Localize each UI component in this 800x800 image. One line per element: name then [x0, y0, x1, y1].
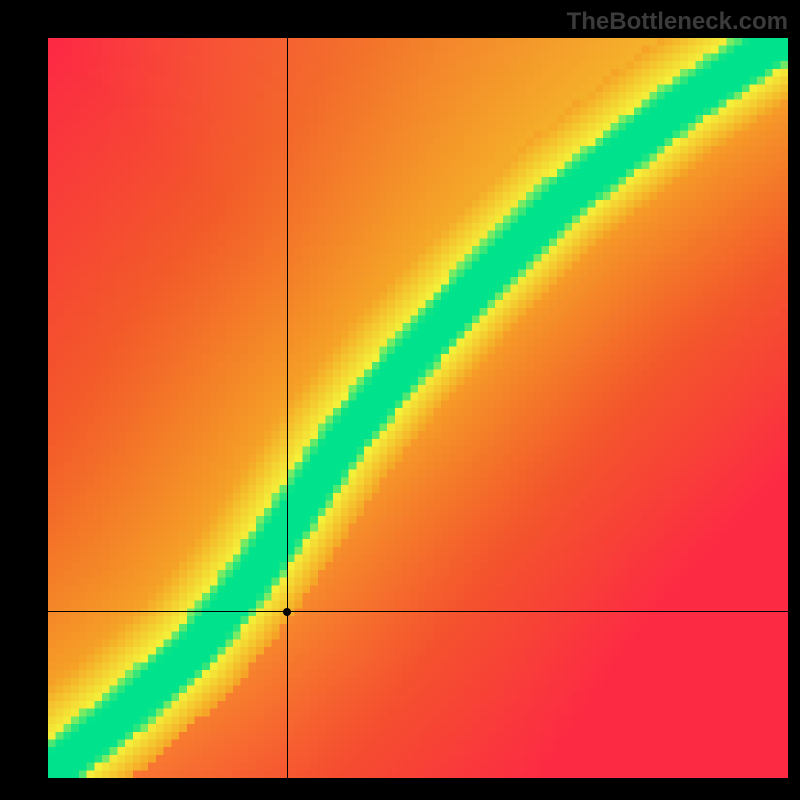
- crosshair-vertical: [287, 38, 288, 778]
- crosshair-marker: [283, 608, 291, 616]
- crosshair-horizontal: [48, 611, 788, 612]
- watermark-text: TheBottleneck.com: [567, 8, 788, 36]
- bottleneck-heatmap: [48, 38, 788, 778]
